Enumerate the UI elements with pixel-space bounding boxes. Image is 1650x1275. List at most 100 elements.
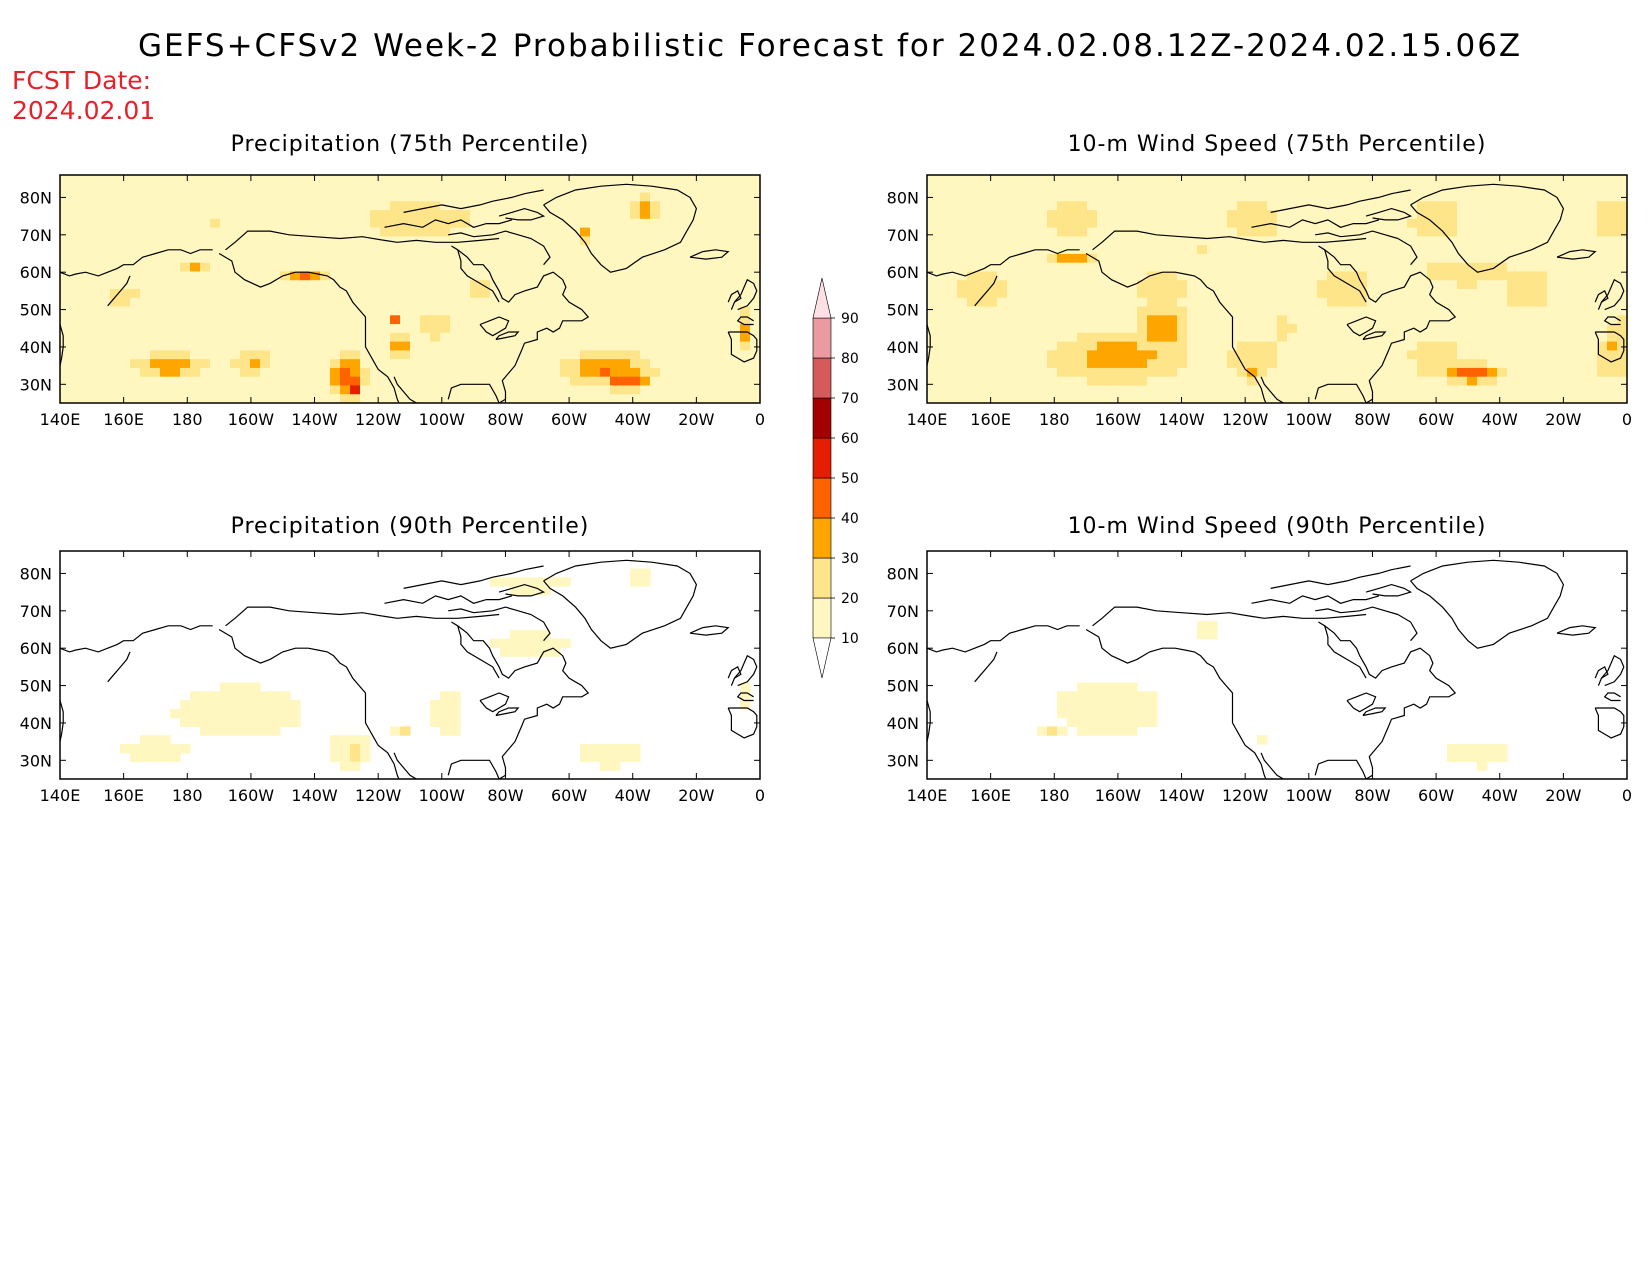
- coastlines: [60, 183, 758, 403]
- lon-tick-label: 40W: [615, 786, 651, 805]
- probability-field: [120, 568, 751, 771]
- lon-tick-label: 160W: [1095, 786, 1142, 805]
- colorbar-swatch: [812, 397, 832, 439]
- coastlines: [927, 559, 1625, 779]
- lat-tick-label: 30N: [887, 375, 919, 394]
- lon-tick-label: 140E: [40, 410, 81, 429]
- lat-tick-label: 60N: [887, 263, 919, 282]
- coastline: [689, 249, 730, 260]
- colorbar-label: 70: [841, 391, 859, 407]
- coastline: [1362, 707, 1387, 717]
- coastline: [479, 316, 510, 337]
- coastline: [447, 245, 590, 403]
- coastline: [974, 651, 998, 683]
- lat-tick-label: 70N: [887, 602, 919, 621]
- coastline: [393, 752, 417, 779]
- coastline: [1597, 654, 1625, 687]
- lon-tick-label: 100W: [1286, 786, 1333, 805]
- probability-field: [927, 175, 1627, 403]
- coastline: [384, 595, 512, 604]
- coastline: [403, 565, 544, 589]
- colorbar-min-triangle: [812, 637, 832, 679]
- panel-title-precip-75: Precipitation (75th Percentile): [230, 132, 590, 157]
- lon-tick-label: 160E: [970, 786, 1011, 805]
- lon-tick-label: 20W: [678, 786, 714, 805]
- coastline: [1251, 595, 1379, 604]
- lon-tick-label: 40W: [1482, 410, 1518, 429]
- lon-tick-label: 100W: [1286, 410, 1333, 429]
- fcst-date: 2024.02.01: [12, 96, 156, 125]
- lat-tick-label: 70N: [887, 226, 919, 245]
- coastline: [218, 252, 400, 403]
- coastline: [479, 692, 510, 713]
- lat-tick-label: 50N: [20, 301, 52, 320]
- lon-tick-label: 120W: [355, 786, 402, 805]
- colorbar: 10 20 30 40 50 60 70 80 90: [812, 277, 859, 679]
- coastline: [1251, 219, 1379, 228]
- coastline: [730, 278, 758, 311]
- lat-tick-label: 80N: [20, 188, 52, 207]
- coastlines: [60, 559, 758, 779]
- colorbar-label: 20: [841, 591, 859, 607]
- lat-tick-label: 60N: [20, 263, 52, 282]
- lon-tick-label: 20W: [1545, 410, 1581, 429]
- panel-title-wind-90: 10-m Wind Speed (90th Percentile): [1067, 514, 1487, 539]
- lon-tick-label: 40W: [615, 410, 651, 429]
- lat-tick-label: 50N: [887, 677, 919, 696]
- coastline: [1092, 230, 1367, 251]
- map-frame: [59, 550, 761, 780]
- lon-tick-label: 140W: [1158, 786, 1205, 805]
- lat-tick-label: 50N: [887, 301, 919, 320]
- lat-tick-label: 40N: [20, 714, 52, 733]
- coastline: [1270, 565, 1411, 589]
- coastline: [60, 249, 213, 277]
- coastline: [736, 692, 754, 702]
- coastline: [1346, 692, 1377, 713]
- coastline: [1365, 583, 1413, 597]
- lon-tick-label: 140W: [291, 410, 338, 429]
- lon-tick-label: 20W: [1545, 786, 1581, 805]
- lat-tick-label: 80N: [887, 564, 919, 583]
- lon-tick-label: 180: [1039, 410, 1070, 429]
- lat-tick-label: 70N: [20, 226, 52, 245]
- lon-tick-label: 140E: [40, 786, 81, 805]
- coastline: [1314, 245, 1457, 403]
- coastline: [107, 275, 131, 307]
- lon-tick-label: 120W: [1222, 786, 1269, 805]
- lon-tick-label: 40W: [1482, 786, 1518, 805]
- lon-tick-label: 0: [755, 786, 765, 805]
- map-frame: [926, 174, 1628, 404]
- coastline: [457, 249, 500, 303]
- colorbar-label: 10: [841, 631, 859, 647]
- coastline: [448, 230, 551, 266]
- lat-tick-label: 40N: [887, 714, 919, 733]
- colorbar-label: 80: [841, 351, 859, 367]
- coastline: [1362, 331, 1387, 341]
- lon-tick-label: 0: [1622, 786, 1632, 805]
- figure-title: GEFS+CFSv2 Week-2 Probabilistic Forecast…: [138, 28, 1523, 64]
- lon-tick-label: 160E: [103, 786, 144, 805]
- lon-tick-label: 80W: [487, 410, 523, 429]
- colorbar-swatch: [812, 517, 832, 559]
- lon-tick-label: 60W: [1418, 410, 1454, 429]
- coastline: [1315, 606, 1418, 642]
- coastline: [727, 290, 742, 303]
- lat-tick-label: 50N: [20, 677, 52, 696]
- coastline: [727, 331, 758, 363]
- lon-tick-label: 60W: [551, 410, 587, 429]
- lon-tick-label: 140E: [907, 410, 948, 429]
- coastline: [225, 606, 500, 627]
- coastline: [1410, 183, 1565, 273]
- lon-tick-label: 140E: [907, 786, 948, 805]
- coastline: [384, 219, 512, 228]
- coastline: [1594, 666, 1609, 679]
- coastline: [498, 207, 546, 221]
- coastline: [107, 651, 131, 683]
- coastline: [447, 621, 590, 779]
- coastline: [974, 275, 998, 307]
- coastline: [1597, 278, 1625, 311]
- lat-tick-label: 30N: [20, 751, 52, 770]
- coastlines: [927, 183, 1625, 403]
- lat-tick-label: 30N: [887, 751, 919, 770]
- colorbar-swatch: [812, 317, 832, 359]
